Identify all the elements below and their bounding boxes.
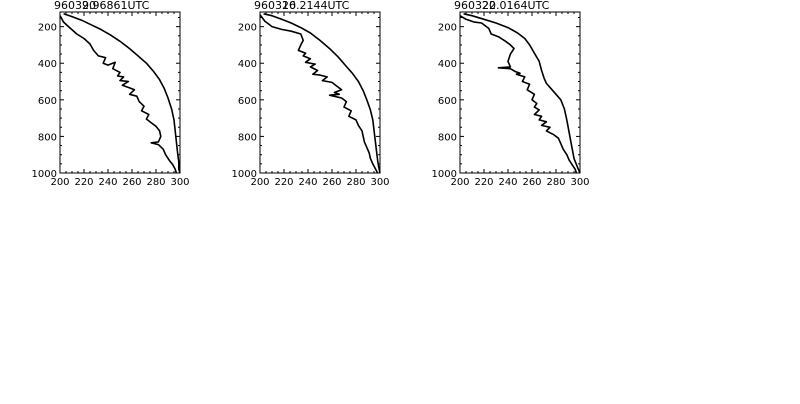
plot-frame: [259, 11, 381, 174]
series-line-outer: [263, 13, 381, 174]
x-tick-label: 280: [546, 177, 565, 188]
panel-title-date: 960320: [454, 0, 496, 12]
series-line-inner: [459, 15, 578, 174]
y-tick-label: 400: [38, 59, 57, 70]
panel-title-time: 9.96861UTC: [82, 0, 150, 12]
y-tick-label: 600: [38, 96, 57, 107]
panel-title-time: 16.2144UTC: [282, 0, 350, 12]
series-line-inner: [59, 15, 178, 174]
y-tick-label: 800: [438, 132, 457, 143]
x-tick-label: 260: [522, 177, 541, 188]
series-line-outer: [463, 13, 581, 174]
series-line-outer: [63, 13, 181, 174]
x-tick-label: 240: [298, 177, 317, 188]
y-tick-label: 200: [238, 23, 257, 34]
x-tick-label: 300: [170, 177, 189, 188]
panel-title-date: 960320: [54, 0, 96, 12]
x-tick-label: 200: [50, 177, 69, 188]
y-tick-label: 200: [438, 23, 457, 34]
series-line-inner: [259, 14, 379, 174]
x-tick-label: 300: [570, 177, 589, 188]
panel-title-time: 22.0164UTC: [482, 0, 550, 12]
plot-frame: [459, 11, 581, 174]
y-tick-label: 600: [438, 96, 457, 107]
y-tick-label: 1000: [32, 169, 57, 180]
x-tick-label: 220: [474, 177, 493, 188]
y-tick-label: 600: [238, 96, 257, 107]
x-tick-label: 260: [322, 177, 341, 188]
y-tick-label: 200: [38, 23, 57, 34]
x-tick-label: 280: [346, 177, 365, 188]
x-tick-label: 240: [498, 177, 517, 188]
x-tick-label: 200: [450, 177, 469, 188]
panel-title-date: 960320: [254, 0, 296, 12]
x-tick-label: 200: [250, 177, 269, 188]
x-tick-label: 300: [370, 177, 389, 188]
y-tick-label: 800: [38, 132, 57, 143]
x-tick-label: 240: [98, 177, 117, 188]
x-tick-label: 220: [274, 177, 293, 188]
y-tick-label: 400: [238, 59, 257, 70]
y-tick-label: 1000: [432, 169, 457, 180]
y-tick-label: 800: [238, 132, 257, 143]
y-tick-label: 400: [438, 59, 457, 70]
x-tick-label: 260: [122, 177, 141, 188]
x-tick-label: 280: [146, 177, 165, 188]
y-tick-label: 1000: [232, 169, 257, 180]
x-tick-label: 220: [74, 177, 93, 188]
